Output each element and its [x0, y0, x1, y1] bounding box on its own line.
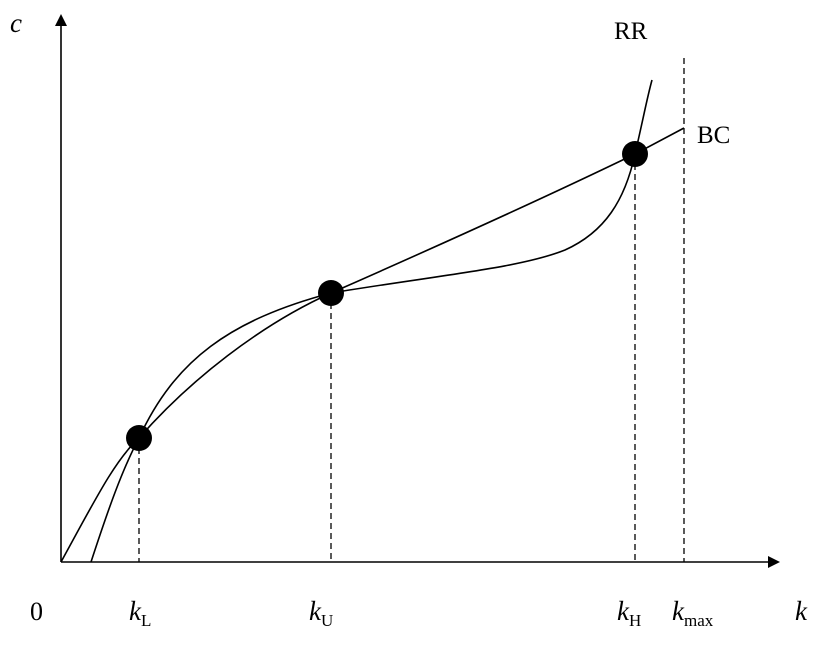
k-l-sub: L — [141, 611, 151, 630]
k-max-main: k — [672, 596, 685, 626]
equilibrium-dot-unstable — [318, 280, 344, 306]
bc-label: BC — [697, 122, 730, 149]
k-u-main: k — [309, 596, 322, 626]
y-axis-label: c — [10, 8, 22, 38]
k-max-sub: max — [684, 611, 714, 630]
equilibrium-dot-high — [622, 141, 648, 167]
k-max-label: kmax — [672, 596, 714, 630]
bc-curve — [60, 127, 685, 563]
equilibrium-dot-low — [126, 425, 152, 451]
k-h-label: kH — [617, 596, 641, 630]
k-h-sub: H — [629, 611, 641, 630]
k-h-main: k — [617, 596, 630, 626]
k-l-main: k — [129, 596, 142, 626]
k-u-label: kU — [309, 596, 333, 630]
k-u-sub: U — [321, 611, 333, 630]
k-l-label: kL — [129, 596, 151, 630]
rr-label: RR — [614, 18, 648, 45]
x-axis-label: k — [795, 596, 808, 626]
rr-curve — [90, 79, 653, 563]
origin-label: 0 — [30, 597, 43, 626]
